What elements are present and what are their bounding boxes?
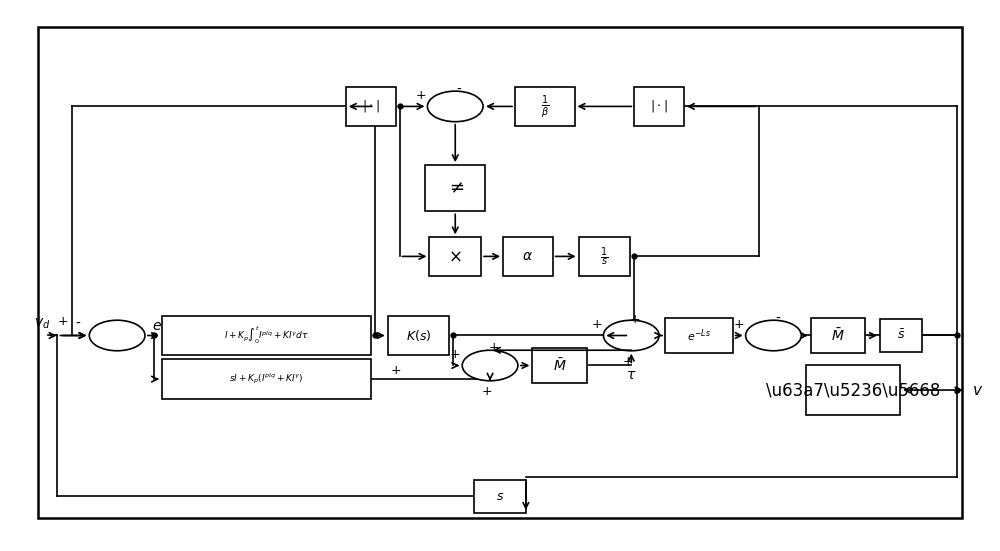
Text: +: +	[630, 312, 641, 326]
Text: $\frac{1}{s}$: $\frac{1}{s}$	[600, 245, 609, 268]
Text: $|\cdot|$: $|\cdot|$	[362, 99, 380, 115]
Text: +: +	[57, 315, 68, 328]
Circle shape	[427, 91, 483, 122]
FancyBboxPatch shape	[429, 237, 481, 276]
Text: $\alpha$: $\alpha$	[522, 250, 533, 263]
FancyBboxPatch shape	[806, 365, 900, 414]
Text: -: -	[75, 316, 80, 331]
FancyBboxPatch shape	[162, 359, 371, 399]
Text: $e$: $e$	[152, 318, 162, 333]
Text: +: +	[415, 89, 426, 102]
Text: $e^{-Ls}$: $e^{-Ls}$	[687, 327, 711, 344]
Text: +: +	[623, 355, 634, 368]
FancyBboxPatch shape	[880, 319, 922, 352]
Text: $sI+K_p(I^{plq}+KI^{\gamma})$: $sI+K_p(I^{plq}+KI^{\gamma})$	[229, 372, 304, 386]
FancyBboxPatch shape	[811, 318, 865, 353]
FancyBboxPatch shape	[425, 165, 485, 212]
Text: +: +	[482, 385, 492, 398]
Text: $\bar{M}$: $\bar{M}$	[831, 327, 845, 344]
Text: $\bar{M}$: $\bar{M}$	[553, 357, 566, 374]
FancyBboxPatch shape	[532, 348, 587, 383]
Text: $v_d$: $v_d$	[34, 316, 51, 331]
Text: +: +	[390, 364, 401, 377]
Text: $s$: $s$	[496, 490, 504, 503]
Text: $K(s)$: $K(s)$	[406, 328, 431, 343]
Text: \u63a7\u5236\u5668: \u63a7\u5236\u5668	[766, 381, 940, 399]
Text: +: +	[450, 348, 461, 361]
FancyBboxPatch shape	[515, 87, 575, 126]
FancyBboxPatch shape	[634, 87, 684, 126]
Circle shape	[603, 320, 659, 351]
Text: $\neq$: $\neq$	[446, 179, 465, 197]
Text: $I+K_p\int_0^t I^{plq}+KI^{\gamma}d\tau$: $I+K_p\int_0^t I^{plq}+KI^{\gamma}d\tau$	[224, 325, 309, 347]
Text: $\times$: $\times$	[448, 247, 462, 266]
FancyBboxPatch shape	[346, 87, 396, 126]
FancyBboxPatch shape	[162, 316, 371, 355]
Text: +: +	[591, 318, 602, 331]
FancyBboxPatch shape	[579, 237, 630, 276]
Circle shape	[462, 350, 518, 381]
Text: -: -	[457, 83, 462, 97]
Text: $v$: $v$	[972, 382, 983, 397]
Text: +: +	[489, 341, 499, 354]
Text: -: -	[775, 312, 780, 326]
Circle shape	[89, 320, 145, 351]
FancyBboxPatch shape	[503, 237, 553, 276]
Text: +: +	[733, 318, 744, 331]
Text: $\frac{1}{\beta}$: $\frac{1}{\beta}$	[541, 93, 549, 120]
Text: $|\cdot|$: $|\cdot|$	[650, 99, 668, 115]
Circle shape	[746, 320, 801, 351]
Text: $\tau$: $\tau$	[626, 368, 636, 382]
FancyBboxPatch shape	[474, 480, 526, 513]
FancyBboxPatch shape	[388, 316, 449, 355]
Text: $\bar{s}$: $\bar{s}$	[897, 329, 905, 342]
FancyBboxPatch shape	[665, 318, 733, 353]
